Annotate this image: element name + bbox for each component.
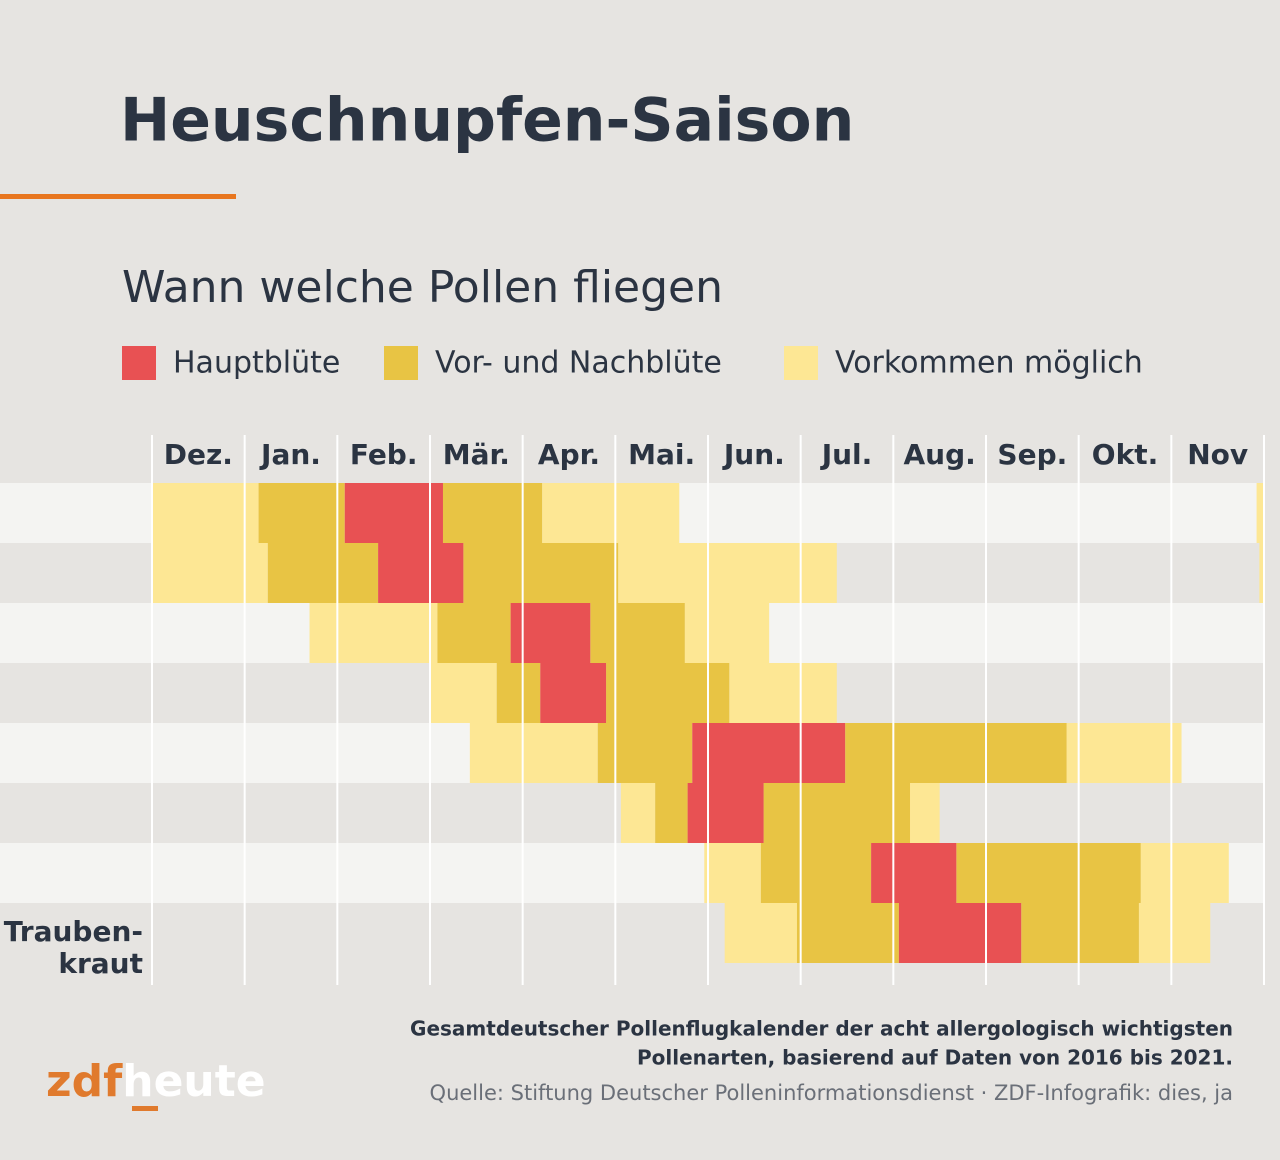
pollen-segment: [590, 603, 685, 663]
month-label: Apr.: [538, 438, 600, 471]
pollen-segment: [267, 543, 379, 603]
row-label: Trauben-kraut: [4, 915, 143, 980]
pollen-segment: [542, 483, 680, 543]
month-label: Okt.: [1092, 438, 1158, 471]
legend-label: Hauptblüte: [173, 346, 340, 381]
legend-label: Vor- und Nachblüte: [435, 346, 722, 381]
row-label-line: Trauben-: [4, 915, 143, 948]
pollen-segment: [597, 723, 693, 783]
pollen-segment: [910, 783, 940, 843]
pollen-segment: [309, 603, 438, 663]
pollen-segment: [1138, 903, 1211, 963]
pollen-segment: [430, 663, 497, 723]
pollen-segment: [729, 663, 837, 723]
note: Pollenarten, basierend auf Daten von 201…: [637, 1046, 1233, 1070]
logo-part: zdf: [46, 1056, 123, 1107]
pollen-segment: [510, 603, 591, 663]
pollen-segment: [763, 783, 911, 843]
pollen-segment: [724, 903, 797, 963]
title-accent: [0, 194, 236, 199]
pollen-segment: [540, 663, 607, 723]
legend-swatch: [122, 346, 156, 380]
pollen-segment: [496, 663, 541, 723]
row-label-line: kraut: [58, 947, 143, 980]
pollen-segment: [344, 483, 443, 543]
pollen-segment: [1066, 723, 1182, 783]
month-label: Jul.: [820, 438, 873, 471]
pollen-segment: [687, 783, 764, 843]
pollen-segment: [378, 543, 464, 603]
legend-label: Vorkommen möglich: [835, 346, 1143, 381]
month-label: Nov: [1187, 438, 1248, 471]
pollen-segment: [606, 663, 730, 723]
pollen-segment: [1259, 543, 1264, 603]
legend-swatch: [384, 346, 418, 380]
pollen-segment: [442, 483, 543, 543]
pollen-segment: [655, 783, 688, 843]
chart-subtitle: Wann welche Pollen fliegen: [122, 262, 723, 313]
pollen-segment: [684, 603, 770, 663]
pollen-segment: [845, 723, 1067, 783]
note: Gesamtdeutscher Pollenflugkalender der a…: [410, 1017, 1233, 1041]
pollen-segment: [152, 543, 268, 603]
pollen-segment: [1021, 903, 1139, 963]
pollen-segment: [152, 483, 259, 543]
pollen-segment: [1256, 483, 1264, 543]
pollen-segment: [469, 723, 598, 783]
month-label: Jan.: [259, 438, 321, 471]
month-label: Aug.: [904, 438, 976, 471]
pollen-segment: [704, 843, 761, 903]
pollen-segment: [956, 843, 1141, 903]
pollen-segment: [898, 903, 1022, 963]
logo-accent: [132, 1106, 158, 1111]
pollen-segment: [760, 843, 872, 903]
pollen-segment: [258, 483, 345, 543]
legend-swatch: [784, 346, 818, 380]
chart-title: Heuschnupfen-Saison: [120, 86, 854, 156]
pollen-segment: [796, 903, 899, 963]
pollen-segment: [618, 543, 837, 603]
month-label: Dez.: [164, 438, 233, 471]
pollen-segment: [437, 603, 511, 663]
month-label: Jun.: [722, 438, 785, 471]
logo: zdfheute: [46, 1056, 266, 1107]
month-label: Feb.: [350, 438, 418, 471]
month-label: Mär.: [443, 438, 510, 471]
pollen-segment: [871, 843, 957, 903]
month-label: Mai.: [628, 438, 695, 471]
pollen-segment: [463, 543, 619, 603]
source: Quelle: Stiftung Deutscher Polleninforma…: [430, 1081, 1233, 1105]
pollen-segment: [1140, 843, 1229, 903]
pollen-segment: [692, 723, 846, 783]
logo-part: heute: [122, 1056, 265, 1107]
pollen-segment: [620, 783, 656, 843]
month-label: Sep.: [997, 438, 1067, 471]
